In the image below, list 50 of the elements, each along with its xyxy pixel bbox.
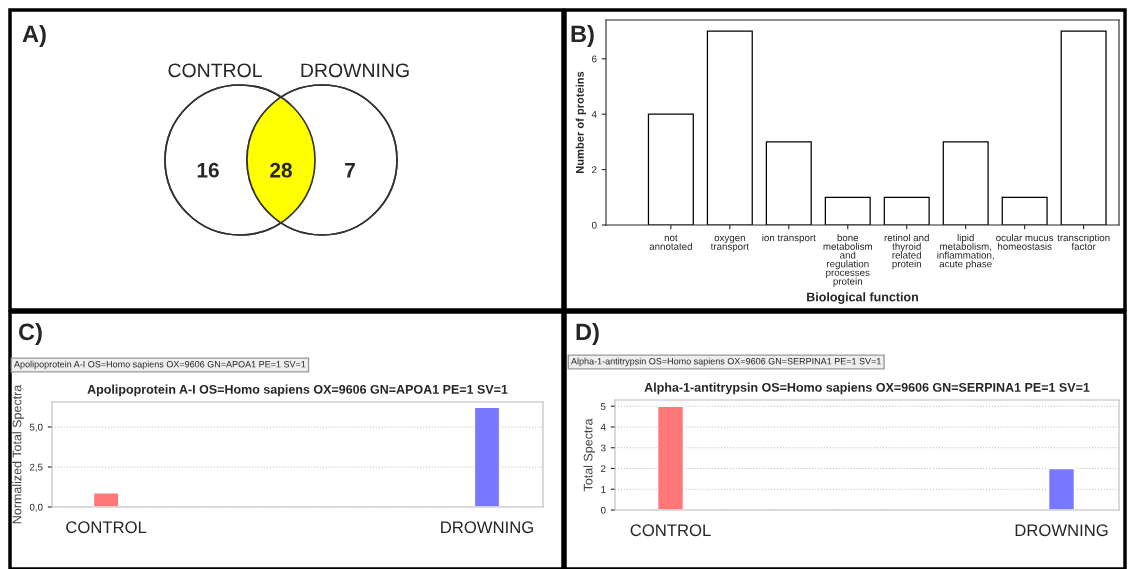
x-tick-label: DROWNING [441, 521, 533, 534]
data-label: 16 [197, 162, 219, 178]
x-tick-label: transcription factor [1057, 234, 1110, 250]
x-axis-title: Biological function [807, 292, 918, 304]
text: D) [576, 322, 599, 345]
x-tick-label: lipid metabolism, inflammation, acute phase [937, 234, 994, 270]
y-axis-title: Number of proteins [575, 71, 587, 173]
text: C) [18, 322, 42, 345]
bar [706, 30, 753, 225]
x-tick-label: DROWNING [1015, 524, 1108, 537]
y-tick-label: 2 [601, 465, 606, 473]
y-tick-label: 0,0 [29, 503, 43, 512]
y-tick-label: 1 [601, 486, 606, 493]
chart-title: Apolipoprotein A-I OS=Homo sapiens OX=9606 GN=APOA1 PE=1 SV=1 [87, 384, 508, 397]
data-label: 7 [345, 163, 355, 178]
x-tick-label: ion transport [762, 234, 816, 244]
y-tick-label: 2,5 [29, 463, 43, 472]
text: Alpha-1-antitrypsin OS=Homo sapiens OX=9606 GN=SERPINA1 PE=1 SV=1 [571, 357, 881, 367]
y-axis-title: Normalized Total Spectra [12, 384, 24, 524]
y-tick-label: 2 [592, 166, 597, 174]
text: Apolipoprotein A-I OS=Homo sapiens OX=9606 GN=APOA1 PE=1 SV=1 [14, 360, 306, 370]
text: B) [571, 24, 594, 47]
bar [824, 196, 871, 225]
bar [942, 141, 989, 225]
x-tick-label: bone metabolism and regulation processes protein [823, 234, 872, 287]
x-tick-label: retinol and thyroid related protein [884, 234, 929, 270]
y-tick-label: 5 [600, 403, 606, 410]
y-axis-title: Total Spectra [583, 418, 596, 492]
y-tick-label: 4 [591, 111, 597, 118]
bar [883, 196, 930, 225]
text: CONTROL [168, 63, 262, 78]
y-tick-label: 0 [600, 506, 606, 514]
x-tick-label: CONTROL [66, 521, 147, 534]
y-tick-label: 6 [592, 55, 597, 63]
x-tick-label: ocular mucus homeostasis [996, 234, 1054, 250]
y-tick-label: 4 [600, 423, 606, 431]
chart-title: Alpha-1-antitrypsin OS=Homo sapiens OX=9606 GN=SERPINA1 PE=1 SV=1 [644, 382, 1090, 395]
x-tick-label: not annotated [649, 234, 692, 250]
bar [1001, 196, 1048, 225]
text: DROWNING [301, 63, 409, 78]
bar [647, 113, 694, 225]
y-tick-label: 5,0 [29, 423, 43, 432]
x-tick-label: CONTROL [630, 524, 711, 537]
y-tick-label: 0 [591, 221, 597, 229]
bar [1060, 30, 1107, 225]
text: A) [22, 24, 46, 47]
data-label: 28 [270, 162, 292, 178]
bar [765, 141, 812, 225]
x-tick-label: oxygen transport [710, 235, 749, 252]
y-tick-label: 3 [600, 444, 606, 452]
